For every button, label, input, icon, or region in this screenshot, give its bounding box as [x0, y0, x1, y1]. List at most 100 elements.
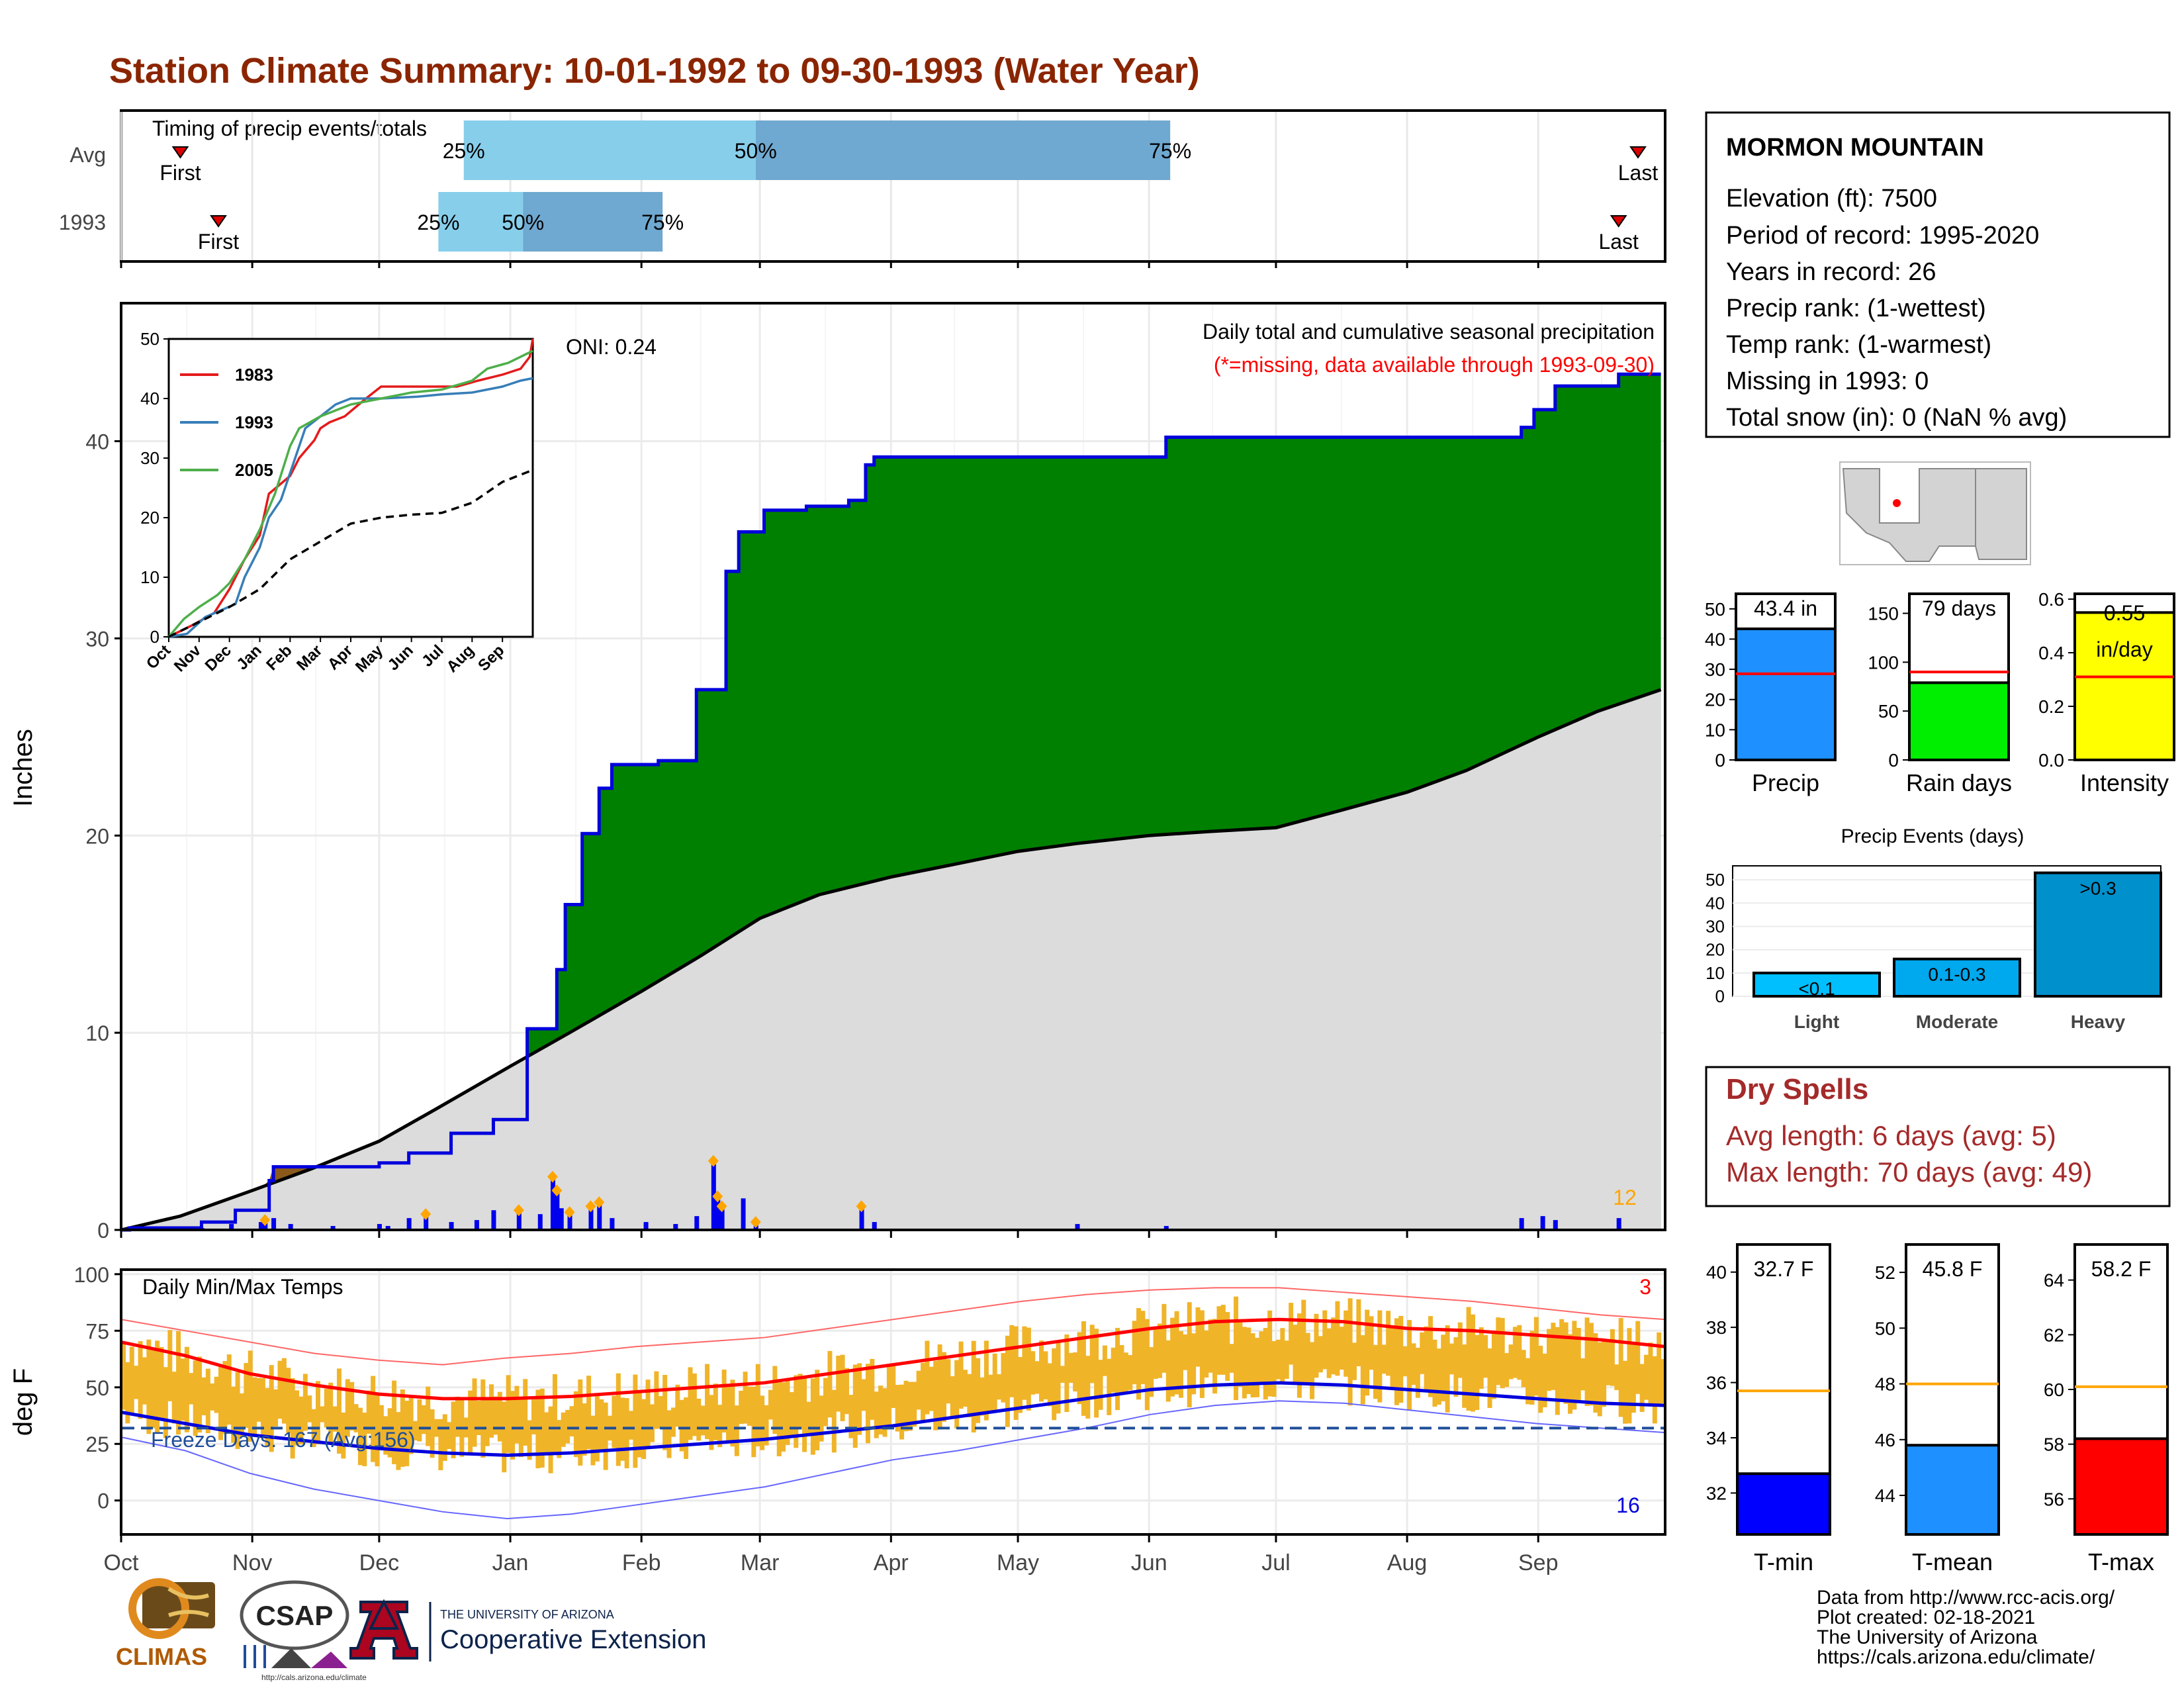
daily-precip-bar — [859, 1206, 864, 1230]
summary-ytick-label: 150 — [1868, 604, 1899, 624]
daily-temp-bar — [1644, 1354, 1649, 1400]
daily-temp-bar — [426, 1386, 431, 1446]
daily-temp-bar — [1297, 1313, 1302, 1398]
daily-temp-bar — [408, 1397, 414, 1454]
daily-temp-bar — [1047, 1363, 1052, 1407]
footer-line: Data from http://www.rcc-acis.org/ — [1817, 1587, 2115, 1609]
daily-temp-bar — [1026, 1327, 1031, 1411]
events-ytick-label: 50 — [1706, 870, 1725, 890]
timing-last-marker — [1610, 215, 1627, 228]
daily-temp-bar — [1453, 1337, 1459, 1397]
daily-temp-bar — [827, 1350, 833, 1418]
summary-ytick-label: 40 — [1705, 629, 1725, 649]
daily-temp-bar — [1631, 1344, 1636, 1413]
month-tick-label: Jul — [1261, 1550, 1290, 1575]
summary-ytick-label: 30 — [1705, 659, 1725, 680]
temps-ytick-label: 100 — [74, 1263, 109, 1287]
daily-temp-bar — [658, 1396, 663, 1429]
daily-temp-bar — [692, 1373, 697, 1436]
daily-precip-bar — [715, 1196, 721, 1230]
daily-temp-bar — [1445, 1325, 1450, 1413]
events-ytick-label: 0 — [1715, 986, 1725, 1006]
daily-temp-bar — [675, 1384, 680, 1427]
month-tick-label: Jun — [1131, 1550, 1167, 1575]
timing-first-label: First — [159, 161, 201, 185]
daily-temp-bar — [1280, 1328, 1285, 1383]
daily-temp-bar — [705, 1364, 710, 1440]
daily-temp-bar — [1331, 1317, 1336, 1375]
daily-temp-bar — [1030, 1351, 1036, 1395]
daily-temp-bar — [201, 1377, 206, 1415]
daily-temp-bar — [176, 1331, 181, 1435]
daily-temp-bar — [717, 1405, 723, 1448]
daily-temp-bar — [273, 1389, 279, 1427]
daily-temp-bar — [1043, 1351, 1048, 1399]
daily-temp-bar — [1432, 1339, 1437, 1407]
daily-precip-bar — [288, 1224, 293, 1230]
footer-line: The University of Arizona — [1817, 1626, 2038, 1648]
daily-temp-bar — [210, 1383, 215, 1411]
summary-ytick-label: 100 — [1868, 652, 1899, 673]
daily-precip-bar — [610, 1218, 615, 1230]
inset-ytick-label: 50 — [140, 329, 159, 349]
daily-temp-bar — [1107, 1358, 1112, 1415]
month-tick-label: Oct — [104, 1550, 139, 1575]
daily-temp-bar — [1648, 1342, 1653, 1405]
daily-precip-bar — [555, 1190, 560, 1230]
daily-temp-bar — [886, 1366, 891, 1425]
daily-temp-bar — [578, 1379, 583, 1466]
daily-temp-bar — [1428, 1316, 1433, 1397]
daily-temp-bar — [1470, 1314, 1475, 1412]
daily-precip-bar — [229, 1224, 234, 1230]
daily-precip-bar — [271, 1218, 277, 1230]
temp-summary-ytick-label: 36 — [1706, 1373, 1727, 1393]
daily-temp-bar — [1157, 1323, 1162, 1378]
summary-ytick-label: 20 — [1705, 690, 1725, 710]
daily-temp-bar — [942, 1352, 946, 1422]
daily-temp-bar — [937, 1344, 942, 1430]
climas-logo-text: CLIMAS — [116, 1643, 207, 1670]
daily-temp-bar — [302, 1374, 308, 1431]
daily-temp-bar — [548, 1406, 553, 1474]
daily-temp-bar — [1271, 1340, 1277, 1397]
daily-temp-bar — [1183, 1334, 1188, 1370]
ua-logo: THE UNIVERSITY OF ARIZONA Cooperative Ex… — [349, 1599, 706, 1662]
daily-precip-bar — [406, 1218, 412, 1230]
daily-temp-bar — [654, 1371, 659, 1429]
daily-temp-bar — [544, 1412, 549, 1453]
daily-temp-bar — [1639, 1364, 1645, 1412]
daily-temp-bar — [1335, 1301, 1340, 1376]
daily-temp-bar — [764, 1405, 769, 1446]
daily-temp-bar — [895, 1385, 900, 1432]
daily-temp-bar — [1056, 1340, 1061, 1414]
daily-temp-bar — [726, 1383, 731, 1441]
daily-temp-bar — [1508, 1344, 1514, 1380]
daily-temp-bar — [629, 1411, 634, 1440]
heavy-day-marker — [707, 1154, 719, 1167]
daily-temp-bar — [709, 1395, 714, 1450]
daily-temp-bar — [603, 1402, 608, 1470]
daily-precip-bar — [516, 1210, 522, 1230]
daily-temp-bar — [899, 1384, 905, 1440]
daily-temp-bar — [1161, 1303, 1167, 1373]
heavy-day-marker — [551, 1184, 563, 1197]
station-line: Period of record: 1995-2020 — [1726, 222, 2039, 250]
daily-temp-bar — [159, 1346, 164, 1420]
daily-temp-bar — [142, 1357, 147, 1405]
daily-temp-bar — [193, 1360, 198, 1436]
daily-temp-bar — [129, 1346, 134, 1414]
daily-temp-bar — [806, 1401, 811, 1436]
heavy-day-marker — [716, 1200, 727, 1213]
temp-summary-bar-t-mean — [1905, 1444, 2000, 1536]
dry-spells-avg: Avg length: 6 days (avg: 5) — [1726, 1120, 2056, 1151]
daily-temp-bar — [1081, 1321, 1086, 1416]
daily-temp-bar — [612, 1395, 617, 1448]
daily-temp-bar — [1174, 1311, 1179, 1395]
inset-legend-label: 1983 — [235, 365, 273, 385]
events-ytick-label: 30 — [1706, 916, 1725, 936]
daily-temp-bar — [1212, 1319, 1218, 1394]
daily-temp-bar — [1018, 1356, 1023, 1413]
average-min-line — [120, 1381, 1666, 1457]
precip-ytick-label: 10 — [85, 1021, 109, 1045]
